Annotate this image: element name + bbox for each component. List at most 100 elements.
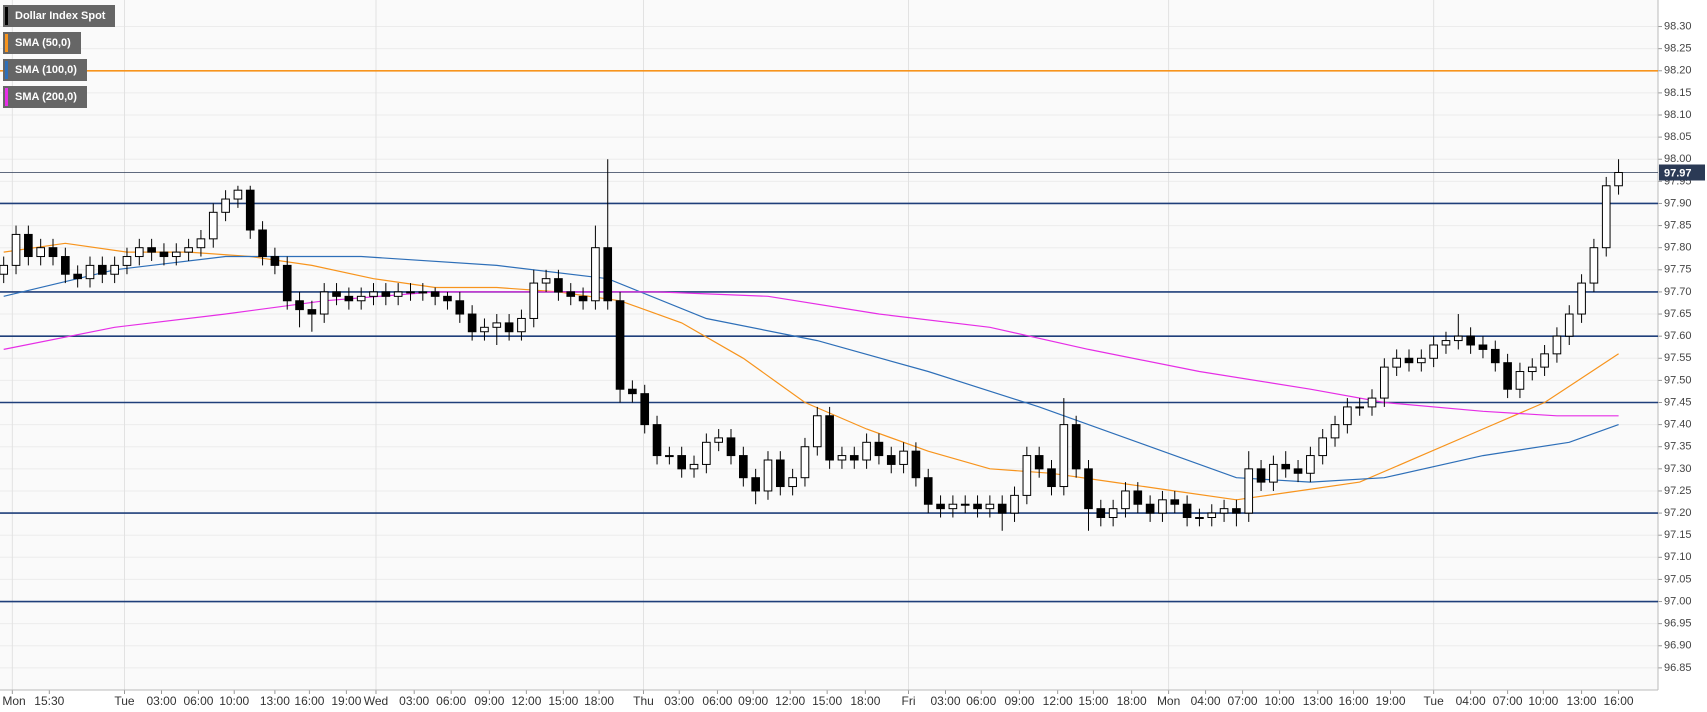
candle-body (1121, 490, 1130, 510)
plot-area (0, 0, 1658, 690)
candle-body (159, 251, 169, 258)
candle-body (517, 317, 526, 333)
candle-body (1207, 512, 1217, 518)
y-tick-label: 96.95 (1664, 618, 1692, 630)
candle-body (208, 211, 218, 240)
x-tick-label: 15:00 (548, 694, 578, 708)
y-tick-label: 97.40 (1664, 419, 1692, 431)
candle-body (997, 503, 1007, 514)
x-tick-label: 15:00 (1078, 694, 1108, 708)
candle-body (1256, 468, 1266, 483)
x-tick-label: Thu (633, 694, 654, 708)
candle-body (1601, 185, 1611, 249)
candle-body (1269, 463, 1278, 483)
legend-entry: SMA (100,0) (3, 59, 87, 81)
y-tick-label: 96.85 (1664, 662, 1692, 674)
candle-body (1577, 282, 1586, 315)
x-tick-label: 06:00 (436, 694, 466, 708)
candle-body (245, 189, 255, 231)
x-tick-label: 13:00 (260, 694, 290, 708)
candle-body (307, 309, 317, 315)
candle-body (0, 264, 9, 275)
candle-body (467, 313, 477, 333)
candle-body (1478, 344, 1488, 350)
x-tick-label: 16:00 (1604, 694, 1634, 708)
candle-body (1589, 247, 1599, 284)
x-tick-label: 09:00 (474, 694, 504, 708)
legend-swatch (5, 88, 8, 106)
x-tick-label: 13:00 (1567, 694, 1597, 708)
price-tag (1659, 164, 1705, 181)
candle-body (381, 291, 391, 297)
candle-body (529, 282, 539, 319)
x-tick-label: 10:00 (1265, 694, 1295, 708)
candle-body (1244, 468, 1254, 514)
candle-body (418, 291, 428, 294)
candle-body (319, 291, 329, 315)
legend-swatch (5, 61, 8, 79)
candle-body (541, 278, 551, 284)
candle-body (196, 238, 206, 249)
x-tick-label: Mon (1157, 694, 1180, 708)
candle-body (85, 264, 95, 280)
x-tick-label: 19:00 (331, 694, 361, 708)
x-tick-label: 03:00 (930, 694, 960, 708)
x-tick-label: 06:00 (702, 694, 732, 708)
candle-body (1047, 468, 1056, 488)
candle-body (344, 295, 354, 302)
x-tick-label: 10:00 (1528, 694, 1558, 708)
candle-body (393, 291, 403, 297)
candle-body (110, 264, 119, 275)
x-tick-label: 07:00 (1228, 694, 1258, 708)
candle-body (886, 455, 896, 465)
y-tick-label: 97.00 (1664, 595, 1692, 607)
candle-body (504, 322, 514, 333)
candle-body (455, 300, 465, 315)
candle-body (702, 441, 711, 465)
candle-body (615, 300, 625, 390)
y-tick-label: 97.50 (1664, 374, 1692, 386)
x-tick-label: Wed (364, 694, 388, 708)
candle-body (800, 446, 810, 479)
candle-body (406, 291, 415, 294)
legend-label: SMA (200,0) (15, 91, 77, 103)
candle-body (923, 477, 933, 505)
candle-body (936, 503, 945, 510)
x-tick-label: 15:30 (34, 694, 64, 708)
candle-body (1503, 362, 1512, 390)
x-tick-label: Mon (2, 694, 25, 708)
x-tick-label: 04:00 (1456, 694, 1486, 708)
x-tick-label: 12:00 (1043, 694, 1073, 708)
candle-body (11, 233, 21, 266)
candle-body (1232, 508, 1241, 514)
price-tag-label: 97.97 (1664, 167, 1692, 179)
candle-body (1133, 490, 1143, 505)
candle-body (1380, 366, 1389, 399)
candle-body (911, 450, 921, 479)
candle-body (492, 322, 502, 328)
candle-body (985, 503, 995, 510)
candle-body (1466, 335, 1475, 346)
candle-body (973, 503, 982, 510)
x-tick-label: 16:00 (1339, 694, 1369, 708)
legend-swatch (5, 7, 8, 25)
x-tick-label: 12:00 (511, 694, 541, 708)
candle-body (788, 477, 797, 488)
legend-entry: Dollar Index Spot (3, 5, 116, 27)
candle-body (1614, 172, 1623, 187)
candle-body (837, 455, 847, 461)
candle-body (652, 424, 662, 457)
candle-body (603, 247, 613, 302)
candle-body (677, 455, 687, 470)
x-tick-label: 18:00 (850, 694, 880, 708)
candle-body (1490, 348, 1500, 364)
x-axis-area (0, 690, 1707, 712)
legend-swatch (5, 34, 8, 52)
candle-body (1071, 424, 1081, 470)
candle-body (1219, 508, 1229, 514)
candle-body (1145, 503, 1155, 514)
candle-body (960, 503, 970, 506)
candle-body (899, 450, 908, 465)
y-tick-label: 97.85 (1664, 219, 1692, 231)
x-tick-label: 16:00 (294, 694, 324, 708)
